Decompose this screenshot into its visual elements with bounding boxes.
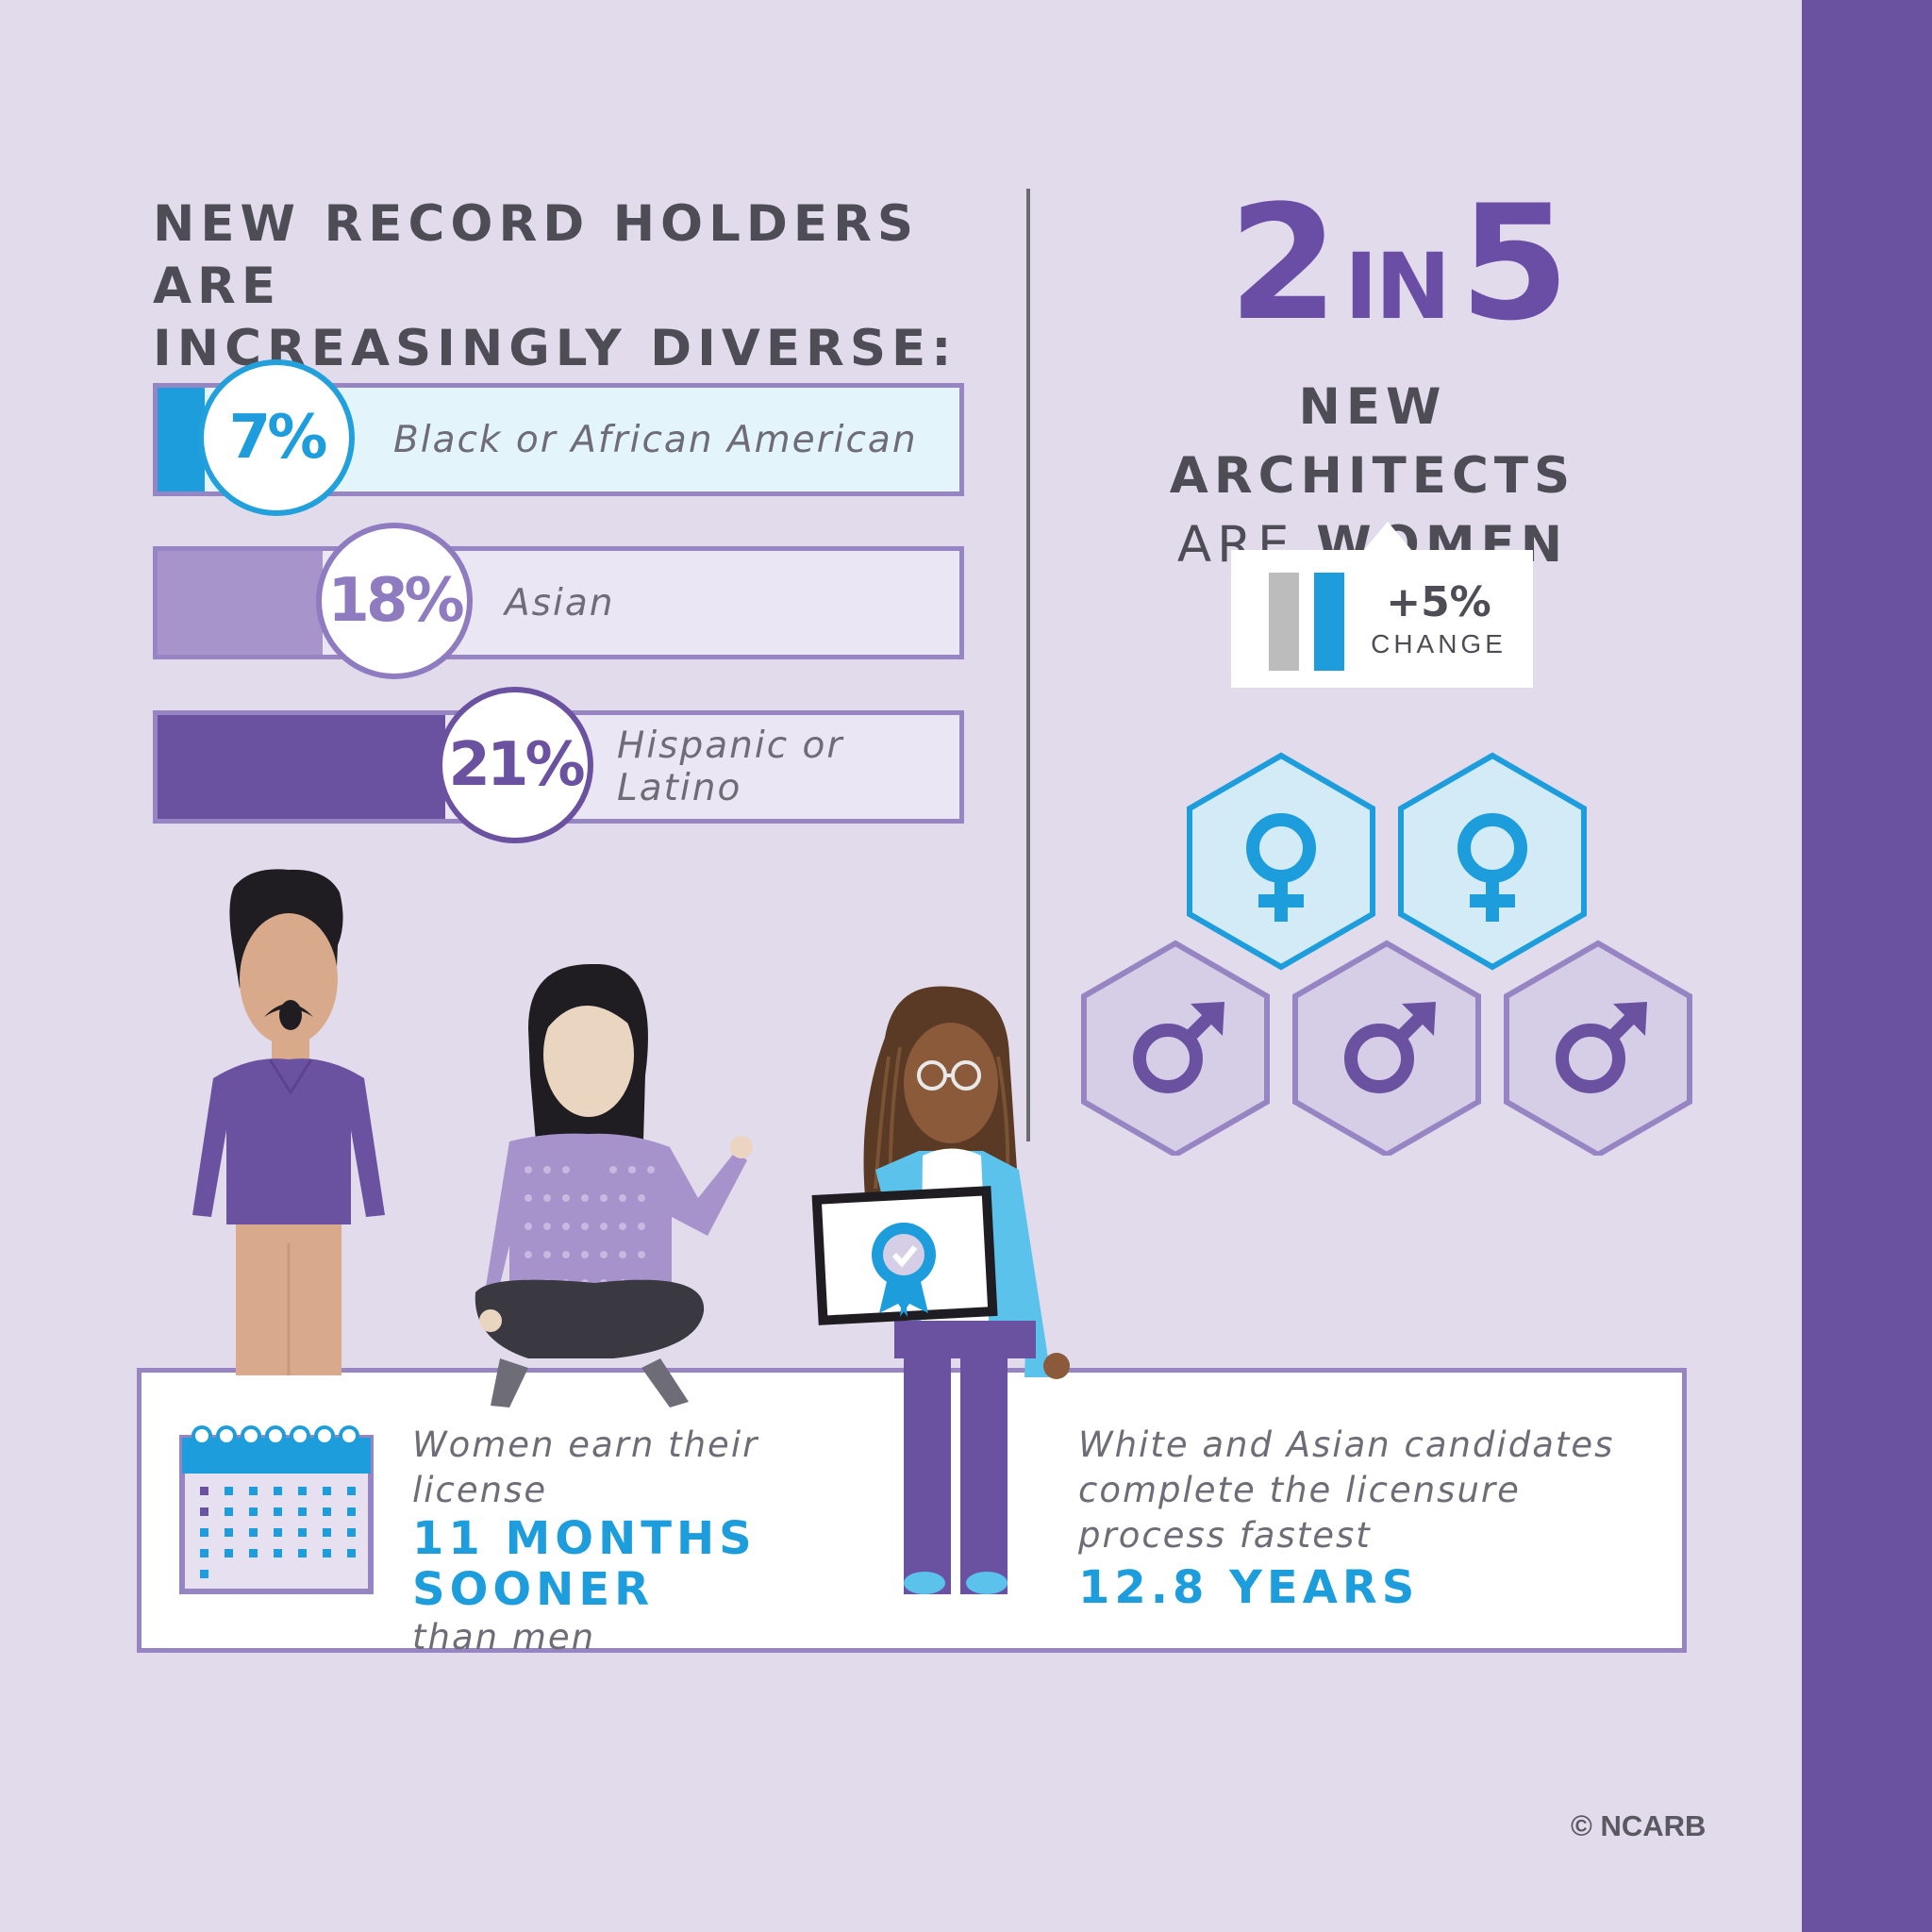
calendar-day bbox=[298, 1487, 307, 1495]
calendar-day bbox=[225, 1487, 233, 1495]
copyright: © NCARB bbox=[1571, 1809, 1707, 1842]
calendar-day bbox=[200, 1528, 208, 1537]
change-label: CHANGE bbox=[1371, 629, 1507, 658]
calendar-day bbox=[298, 1507, 307, 1516]
male-hex-icon bbox=[1292, 940, 1481, 1156]
bar-fill bbox=[158, 715, 445, 819]
percent-badge-black: 7% bbox=[198, 359, 355, 516]
completion-line-2: complete the licensure bbox=[1078, 1470, 1521, 1510]
calendar-day bbox=[200, 1487, 208, 1495]
calendar-day bbox=[200, 1549, 208, 1557]
ratio-word: IN bbox=[1343, 234, 1451, 340]
calendar-day bbox=[323, 1507, 331, 1516]
calendar-day bbox=[323, 1487, 331, 1495]
calendar-day bbox=[323, 1528, 331, 1537]
license-line-after: than men bbox=[412, 1617, 596, 1657]
calendar-day bbox=[323, 1549, 331, 1557]
vertical-divider bbox=[1026, 189, 1030, 1141]
license-time-text: Women earn their license 11 MONTHS SOONE… bbox=[412, 1423, 884, 1660]
license-highlight-1: 11 MONTHS bbox=[412, 1512, 757, 1565]
female-hex-icon bbox=[1187, 752, 1375, 971]
bar-fill bbox=[158, 388, 205, 491]
male-hex-icon bbox=[1504, 940, 1692, 1156]
calendar-day bbox=[200, 1507, 208, 1516]
calendar-day bbox=[249, 1549, 258, 1557]
current-bar-icon bbox=[1314, 573, 1344, 671]
callout-pointer bbox=[1363, 522, 1412, 551]
seated-woman-illustration bbox=[475, 963, 753, 1407]
subtitle-line-1: NEW ARCHITECTS bbox=[1169, 378, 1576, 505]
calendar-day bbox=[200, 1570, 208, 1578]
change-value: +5% bbox=[1386, 578, 1491, 626]
completion-highlight: 12.8 YEARS bbox=[1078, 1561, 1420, 1614]
gender-hex-grid bbox=[1081, 752, 1692, 1156]
calendar-icon bbox=[179, 1425, 374, 1594]
license-highlight-2: SOONER bbox=[412, 1563, 655, 1616]
calendar-day bbox=[347, 1528, 356, 1537]
diversity-label: Asian bbox=[505, 581, 615, 625]
diversity-label: Black or African American bbox=[393, 418, 918, 461]
calendar-day bbox=[249, 1528, 258, 1537]
percent-badge-asian: 18% bbox=[316, 523, 473, 679]
calendar-day bbox=[274, 1528, 282, 1537]
women-ratio: 2 IN5 bbox=[1208, 184, 1585, 342]
calendar-day bbox=[225, 1528, 233, 1537]
calendar-day bbox=[274, 1507, 282, 1516]
ratio-denominator: 5 bbox=[1459, 171, 1570, 356]
calendar-day bbox=[298, 1549, 307, 1557]
previous-bar-icon bbox=[1269, 573, 1299, 671]
diversity-heading: NEW RECORD HOLDERS ARE INCREASINGLY DIVE… bbox=[153, 193, 1002, 380]
calendar-day bbox=[225, 1507, 233, 1516]
award-ribbon-icon bbox=[872, 1223, 936, 1317]
woman-with-laptop-illustration bbox=[811, 986, 1070, 1594]
calendar-day bbox=[249, 1487, 258, 1495]
calendar-day bbox=[274, 1549, 282, 1557]
completion-line-3: process fastest bbox=[1078, 1515, 1372, 1556]
change-callout: +5% CHANGE bbox=[1231, 522, 1533, 688]
male-hex-icon bbox=[1081, 940, 1270, 1156]
ratio-numerator: 2 bbox=[1228, 171, 1339, 356]
calendar-day bbox=[298, 1528, 307, 1537]
completion-line-1: White and Asian candidates bbox=[1078, 1424, 1615, 1465]
standing-man-illustration bbox=[192, 869, 385, 1375]
bar-fill bbox=[158, 551, 323, 655]
license-line-1: Women earn their license bbox=[412, 1424, 759, 1510]
female-hex-icon bbox=[1398, 752, 1587, 971]
right-stripe bbox=[1802, 0, 1932, 1932]
calendar-day bbox=[347, 1507, 356, 1516]
diversity-label: Hispanic or Latino bbox=[617, 724, 844, 809]
calendar-day bbox=[347, 1487, 356, 1495]
calendar-day bbox=[225, 1549, 233, 1557]
calendar-day bbox=[274, 1487, 282, 1495]
completion-text: White and Asian candidates complete the … bbox=[1078, 1423, 1663, 1613]
percent-badge-hispanic: 21% bbox=[437, 687, 593, 843]
heading-line-1: NEW RECORD HOLDERS ARE bbox=[153, 195, 920, 315]
calendar-day bbox=[347, 1549, 356, 1557]
calendar-day bbox=[249, 1507, 258, 1516]
diversity-bar-asian: Asian bbox=[153, 546, 964, 659]
